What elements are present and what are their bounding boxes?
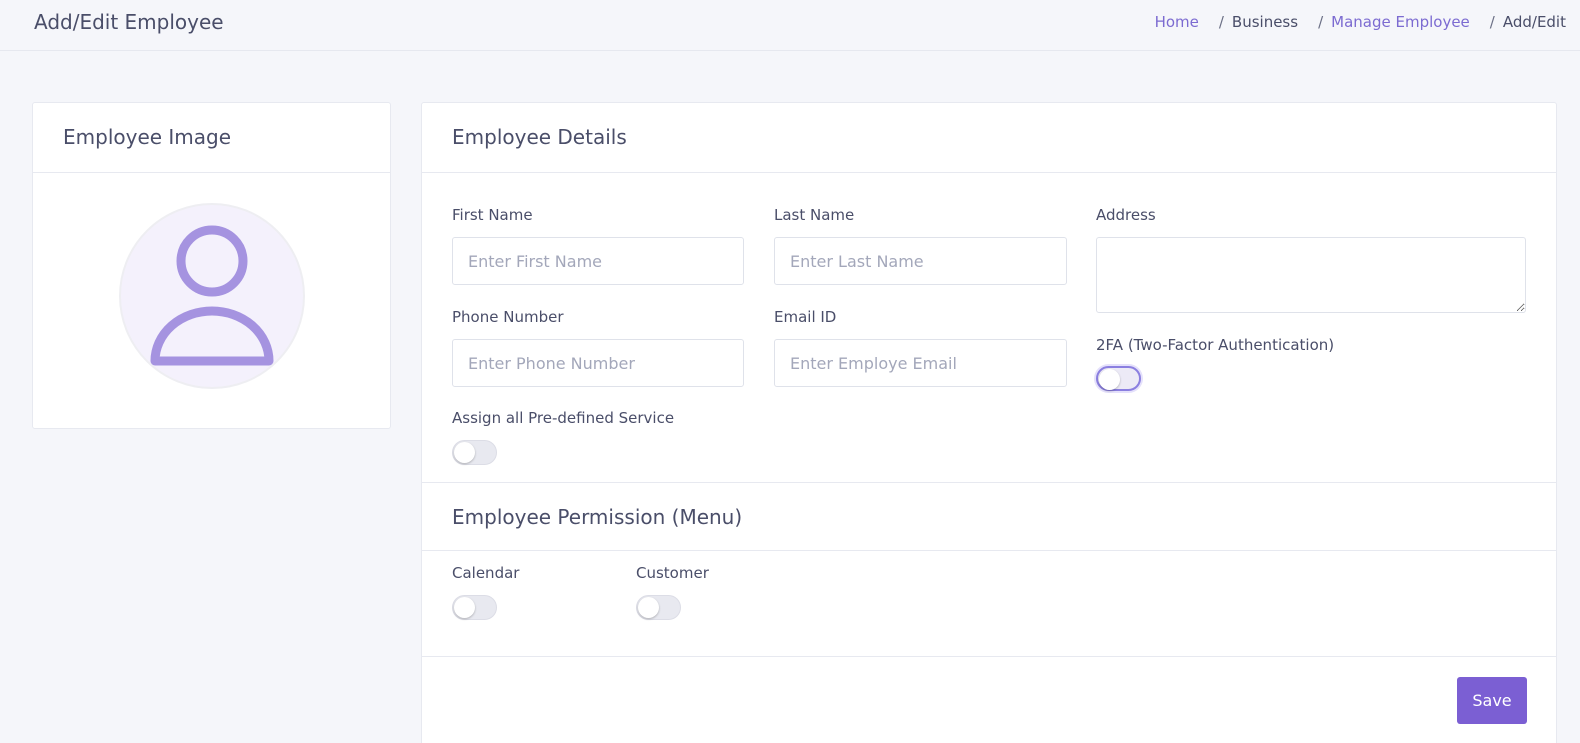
breadcrumb-business: Business: [1231, 13, 1299, 31]
toggle-knob: [454, 442, 475, 463]
save-button[interactable]: Save: [1457, 677, 1527, 724]
breadcrumb: Home / Business / Manage Employee / Add/…: [1155, 13, 1566, 31]
permission-calendar-toggle[interactable]: [452, 595, 497, 620]
breadcrumb-separator: /: [1489, 13, 1495, 31]
last-name-label: Last Name: [774, 206, 855, 224]
permissions-title: Employee Permission (Menu): [452, 505, 743, 529]
phone-label: Phone Number: [452, 308, 564, 326]
page-title: Add/Edit Employee: [34, 10, 224, 34]
section-divider: [422, 656, 1556, 657]
permission-calendar-label: Calendar: [452, 564, 520, 582]
section-divider: [422, 482, 1556, 483]
twofa-label: 2FA (Two-Factor Authentication): [1096, 336, 1335, 354]
employee-image-card: Employee Image: [32, 102, 391, 429]
breadcrumb-current: Add/Edit: [1502, 13, 1566, 31]
twofa-toggle[interactable]: [1096, 366, 1141, 391]
employee-details-title: Employee Details: [422, 103, 1556, 173]
toggle-knob: [454, 597, 475, 618]
last-name-input[interactable]: [774, 237, 1067, 285]
breadcrumb-manage-employee[interactable]: Manage Employee: [1331, 13, 1470, 31]
permission-customer-label: Customer: [636, 564, 709, 582]
employee-image-title: Employee Image: [33, 103, 390, 173]
breadcrumb-home[interactable]: Home: [1154, 13, 1199, 31]
toggle-knob: [638, 597, 659, 618]
phone-input[interactable]: [452, 339, 744, 387]
assign-services-toggle[interactable]: [452, 440, 497, 465]
breadcrumb-separator: /: [1318, 13, 1324, 31]
toggle-knob: [1099, 369, 1120, 390]
breadcrumb-separator: /: [1218, 13, 1224, 31]
email-label: Email ID: [774, 308, 837, 326]
address-label: Address: [1096, 206, 1156, 224]
user-icon: [150, 225, 274, 366]
permission-customer-toggle[interactable]: [636, 595, 681, 620]
top-bar: Add/Edit Employee Home / Business / Mana…: [0, 0, 1580, 51]
avatar[interactable]: [119, 203, 305, 389]
first-name-input[interactable]: [452, 237, 744, 285]
email-input[interactable]: [774, 339, 1067, 387]
section-divider: [422, 550, 1556, 551]
employee-details-card: Employee Details First Name Last Name Ad…: [421, 102, 1557, 743]
first-name-label: First Name: [452, 206, 533, 224]
address-textarea[interactable]: [1096, 237, 1526, 313]
assign-services-label: Assign all Pre-defined Service: [452, 409, 675, 427]
